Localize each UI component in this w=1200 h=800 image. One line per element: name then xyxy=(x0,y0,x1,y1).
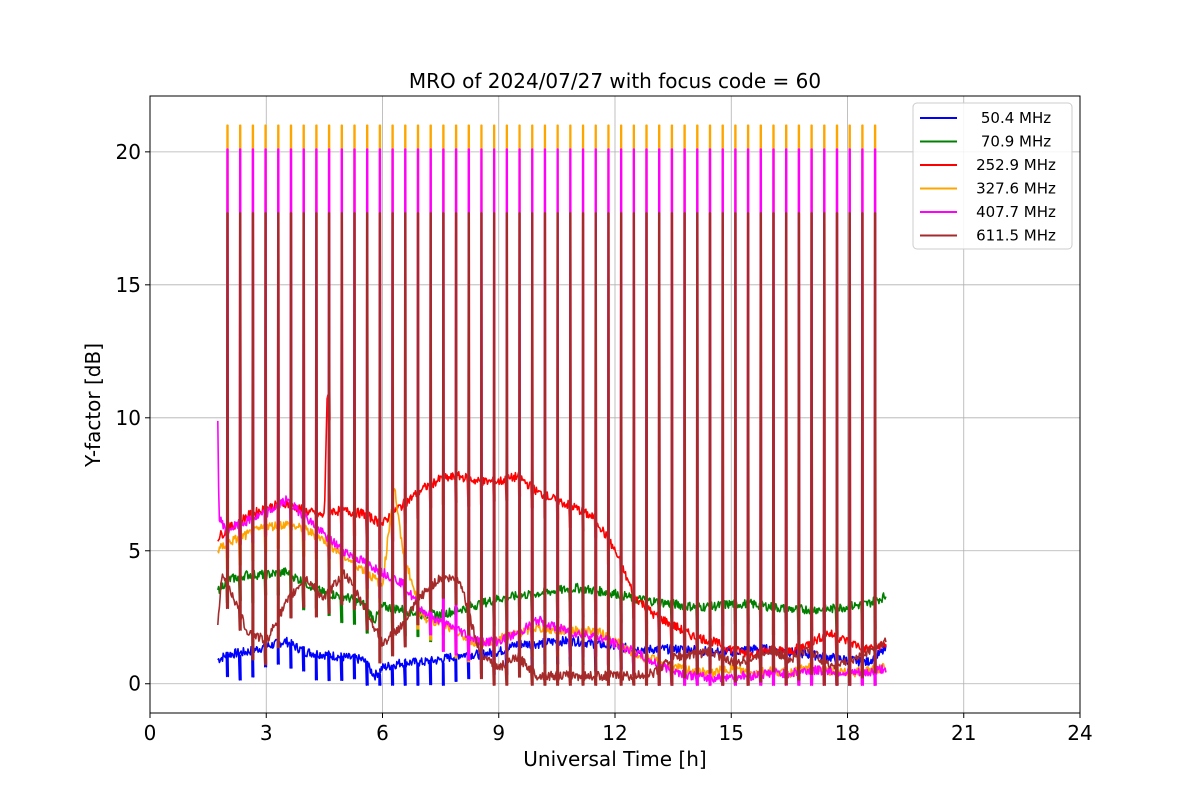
y-tick-label: 20 xyxy=(116,140,141,164)
x-tick-label: 21 xyxy=(951,721,976,745)
legend-label: 252.9 MHz xyxy=(976,156,1056,174)
x-tick-label: 3 xyxy=(260,721,273,745)
x-tick-label: 15 xyxy=(719,721,744,745)
series-line xyxy=(217,212,887,686)
legend: 50.4 MHz 70.9 MHz 252.9 MHz 327.6 MHz 407.7 … xyxy=(912,102,1073,250)
x-tick-label: 24 xyxy=(1067,721,1092,745)
series-611.5-mhz xyxy=(217,212,887,686)
x-tick-label: 6 xyxy=(376,721,389,745)
x-tick-label: 18 xyxy=(835,721,860,745)
x-tick-label: 0 xyxy=(144,721,157,745)
y-tick-label: 15 xyxy=(116,273,141,297)
legend-label: 327.6 MHz xyxy=(976,180,1056,198)
chart-title: MRO of 2024/07/27 with focus code = 60 xyxy=(409,69,821,93)
legend-label: 50.4 MHz xyxy=(981,109,1051,127)
y-tick-label: 10 xyxy=(116,406,141,430)
legend-label: 407.7 MHz xyxy=(976,203,1056,221)
x-tick-label: 9 xyxy=(492,721,505,745)
series-layer xyxy=(217,124,887,686)
legend-label: 70.9 MHz xyxy=(981,133,1051,151)
y-tick-label: 0 xyxy=(128,672,141,696)
y-tick-label: 5 xyxy=(128,539,141,563)
legend-label: 611.5 MHz xyxy=(976,227,1056,245)
ticks: 0 3 6 9 12 15 18 21 24 0 5 10 15 20 xyxy=(116,140,1093,745)
y-axis-label: Y-factor [dB] xyxy=(81,343,105,468)
x-tick-label: 12 xyxy=(602,721,627,745)
x-axis-label: Universal Time [h] xyxy=(523,747,706,771)
